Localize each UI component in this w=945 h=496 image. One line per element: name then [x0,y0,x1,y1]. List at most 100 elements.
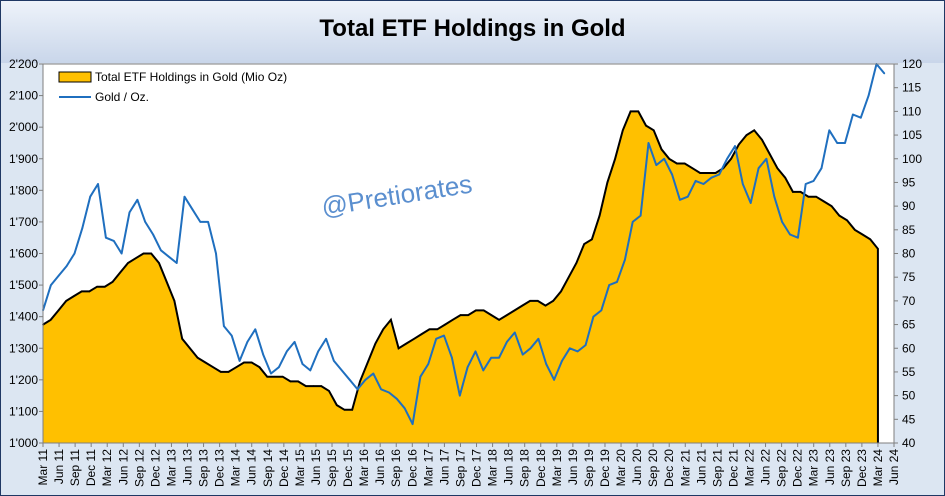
gold-price-point [435,338,438,340]
gold-price-point [175,262,178,264]
legend-label-holdings: Total ETF Holdings in Gold (Mio Oz) [95,70,287,84]
holdings-point [451,319,454,321]
gold-price-point [553,379,555,381]
right-tick-label: 100 [902,152,922,166]
holdings-point [846,219,848,222]
x-tick-label: Jun 22 [759,449,773,485]
gold-price-point [97,183,99,185]
right-tick-label: 85 [902,223,916,237]
gold-price-point [569,347,571,350]
gold-price-point [223,325,225,327]
gold-price-point [270,372,272,375]
right-tick-label: 110 [902,104,921,118]
holdings-point [529,300,531,302]
x-tick-label: Sep 11 [68,449,82,486]
x-tick-label: Mar 18 [486,449,500,487]
holdings-point [189,347,191,350]
gold-price-point [860,116,862,119]
holdings-point [243,361,245,364]
right-tick-label: 70 [902,294,916,308]
holdings-point [158,262,160,264]
gold-price-point [679,199,681,201]
holdings-point [204,361,207,364]
holdings-point [366,361,369,364]
gold-price-point [765,158,768,160]
holdings-point [838,214,841,217]
x-axis: Mar 11 Jun 11 Sep 11 Dec 11 Mar 12 Jun 12 Sep … [36,443,901,487]
x-tick-label: Mar 23 [807,449,821,487]
left-tick-label: 1'700 [9,215,38,229]
gold-price-point [168,255,170,258]
gold-price-point [278,366,280,369]
holdings-point [336,404,338,406]
x-tick-label: Mar 11 [36,449,50,486]
holdings-point [807,195,810,198]
holdings-point [637,110,640,113]
gold-price-point [356,388,359,391]
gold-price-point [348,379,351,381]
holdings-point [119,271,122,274]
holdings-point [575,262,578,264]
x-tick-label: Dec 20 [662,449,676,487]
holdings-point [444,323,446,326]
x-tick-label: Mar 24 [871,449,885,487]
gold-price-point [286,350,288,353]
gold-price-point [639,214,642,217]
gold-price-point [89,195,91,198]
gold-price-line [42,63,886,426]
holdings-point [660,148,663,151]
holdings-point [830,205,833,207]
holdings-point [266,375,269,378]
right-tick-label: 95 [902,175,916,189]
holdings-point [544,304,547,307]
legend: Total ETF Holdings in Gold (Mio Oz) Gold… [58,70,287,104]
holdings-point [49,319,52,321]
gold-price-point [710,176,713,179]
gold-price-point [474,350,477,353]
holdings-point [305,385,307,387]
x-tick-label: Dec 17 [470,449,484,487]
gold-price-point [828,129,831,132]
gold-price-point [702,183,705,185]
gold-price-point [521,353,524,356]
x-tick-label: Sep 18 [518,449,532,487]
right-axis: 40 45 50 55 60 65 70 75 80 85 90 95 100 105 110 115 120 [894,57,922,450]
gold-price-point [608,284,610,286]
holdings-point [475,309,477,312]
holdings-point [181,338,183,340]
gold-price-point [396,398,398,400]
x-tick-label: Mar 20 [614,449,628,487]
gold-price-point [128,211,131,214]
x-tick-label: Jun 21 [694,449,708,485]
gold-price-point [301,363,304,365]
gold-price-point [113,240,115,242]
holdings-point [506,314,508,316]
right-tick-label: 50 [902,389,916,403]
gold-price-point [73,252,76,255]
x-tick-label: Jun 17 [437,449,451,485]
holdings-point [598,214,601,217]
x-tick-label: Sep 16 [389,449,403,487]
x-tick-label: Sep 13 [197,449,211,487]
holdings-point [135,257,137,260]
gold-price-point [584,344,587,346]
holdings-point [614,158,616,160]
holdings-point [235,366,238,369]
x-tick-label: Sep 20 [646,449,660,487]
legend-label-gold: Gold / Oz. [95,90,149,104]
gold-price-point [152,233,154,236]
holdings-point [761,139,763,141]
gold-price-point [65,265,68,267]
gold-price-point [419,375,422,378]
holdings-point [622,129,624,132]
holdings-point [274,375,276,378]
holdings-point [823,200,825,203]
holdings-point [560,290,562,293]
gold-price-point [466,366,469,369]
left-tick-label: 1'600 [9,247,38,261]
gold-price-point [403,407,406,410]
holdings-point [227,371,230,373]
gold-price-point [254,328,257,331]
holdings-point [490,314,493,316]
